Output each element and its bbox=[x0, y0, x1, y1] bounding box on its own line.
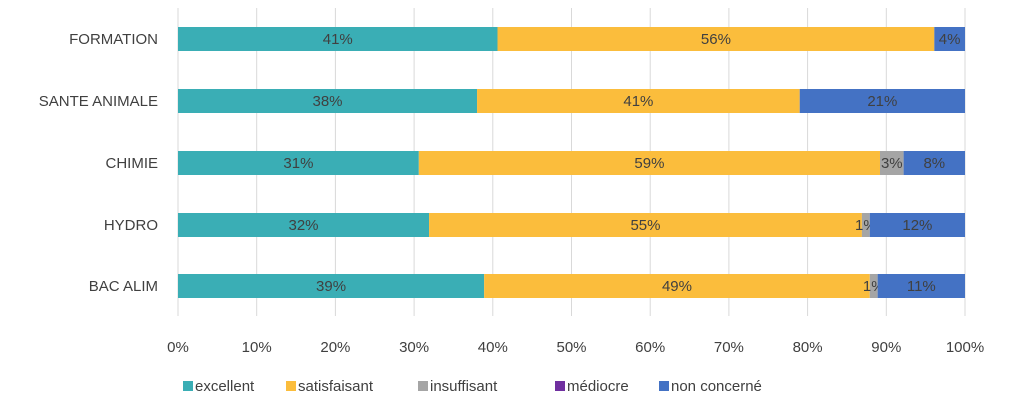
data-label: 49% bbox=[662, 278, 692, 295]
bar-segment bbox=[869, 213, 965, 237]
bar-segment bbox=[178, 151, 419, 175]
category-label: CHIMIE bbox=[106, 155, 159, 172]
x-tick-label: 90% bbox=[871, 339, 901, 356]
bars: 41% 56% 4%38% 41% 21%31% 59% 3% 8%32% 55% 1% 12%39… bbox=[178, 27, 965, 298]
bar-segment bbox=[799, 89, 965, 113]
bar-segment bbox=[429, 213, 862, 237]
legend-swatch bbox=[659, 381, 669, 391]
x-tick-label: 10% bbox=[242, 339, 272, 356]
legend-swatch bbox=[286, 381, 296, 391]
legend-label: médiocre bbox=[567, 378, 629, 395]
bar-segment bbox=[903, 151, 965, 175]
data-label: 56% bbox=[701, 31, 731, 48]
x-tick-label: 20% bbox=[320, 339, 350, 356]
category-label: BAC ALIM bbox=[89, 278, 158, 295]
x-axis-tick-labels: 0% 10% 20% 30% 40% 50% 60% 70% 80% 90% 100% bbox=[167, 339, 984, 356]
data-label: 41% bbox=[623, 93, 653, 110]
data-label: 59% bbox=[634, 155, 664, 172]
category-label: HYDRO bbox=[104, 217, 158, 234]
legend-swatch bbox=[555, 381, 565, 391]
x-tick-label: 30% bbox=[399, 339, 429, 356]
data-label: 38% bbox=[313, 93, 343, 110]
bar-segment bbox=[877, 274, 965, 298]
category-labels: FORMATION SANTE ANIMALE CHIMIE HYDRO BAC ALI… bbox=[39, 31, 158, 295]
data-label: 21% bbox=[867, 93, 897, 110]
data-label: 55% bbox=[630, 217, 660, 234]
x-tick-label: 70% bbox=[714, 339, 744, 356]
category-label: SANTE ANIMALE bbox=[39, 93, 158, 110]
x-tick-label: 0% bbox=[167, 339, 189, 356]
data-label: 31% bbox=[283, 155, 313, 172]
bar-segment bbox=[497, 27, 935, 51]
bar-segment bbox=[178, 274, 485, 298]
bar-segment bbox=[178, 27, 498, 51]
bar-segment bbox=[477, 89, 800, 113]
bar-segment bbox=[880, 151, 904, 175]
data-label: 12% bbox=[902, 217, 932, 234]
legend: excellent satisfaisant insuffisant médiocre… bbox=[183, 378, 762, 395]
legend-label: satisfaisant bbox=[298, 378, 374, 395]
x-tick-label: 100% bbox=[946, 339, 984, 356]
legend-label: insuffisant bbox=[430, 378, 498, 395]
data-label: 39% bbox=[316, 278, 346, 295]
bar-segment bbox=[861, 213, 870, 237]
legend-label: excellent bbox=[195, 378, 255, 395]
x-tick-label: 60% bbox=[635, 339, 665, 356]
data-label: 3% bbox=[881, 155, 903, 172]
legend-label: non concerné bbox=[671, 378, 762, 395]
bar-segment bbox=[418, 151, 881, 175]
bar-segment bbox=[484, 274, 870, 298]
x-tick-label: 50% bbox=[556, 339, 586, 356]
data-label: 32% bbox=[289, 217, 319, 234]
legend-swatch bbox=[183, 381, 193, 391]
bar-segment bbox=[869, 274, 878, 298]
bar-segment bbox=[934, 27, 965, 51]
data-label: 11% bbox=[907, 278, 936, 295]
bar-segment bbox=[178, 89, 478, 113]
data-label: 8% bbox=[923, 155, 945, 172]
data-label: 4% bbox=[939, 31, 961, 48]
legend-swatch bbox=[418, 381, 428, 391]
data-label: 41% bbox=[323, 31, 353, 48]
x-tick-label: 40% bbox=[478, 339, 508, 356]
bar-segment bbox=[178, 213, 430, 237]
category-label: FORMATION bbox=[69, 31, 158, 48]
x-tick-label: 80% bbox=[793, 339, 823, 356]
